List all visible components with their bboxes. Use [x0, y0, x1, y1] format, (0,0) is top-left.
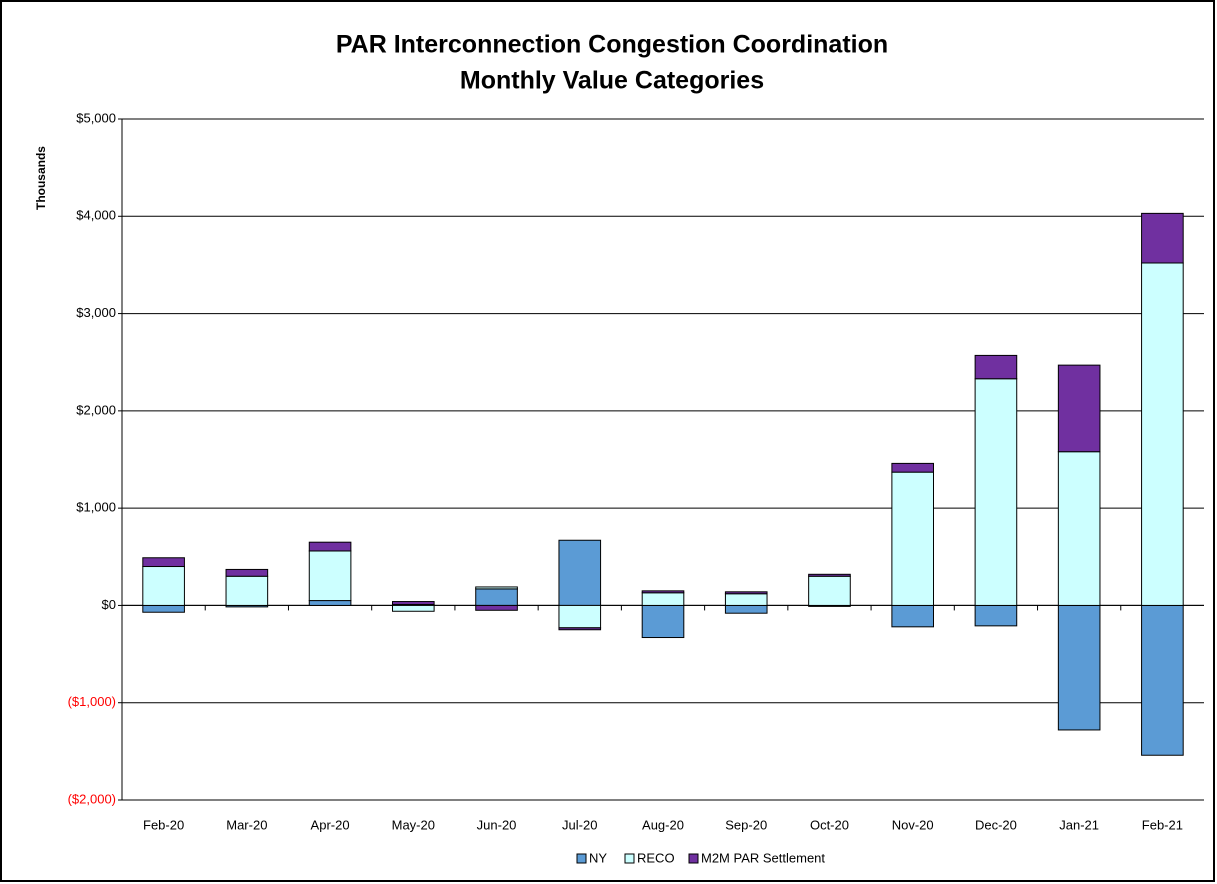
- bar: [475, 588, 518, 606]
- y-tick-label: $2,000: [76, 402, 116, 417]
- bar: [974, 378, 1018, 606]
- bar: [558, 627, 602, 631]
- y-tick-label: $4,000: [76, 208, 116, 223]
- bar: [142, 604, 185, 613]
- bar: [641, 592, 685, 606]
- bar: [142, 557, 185, 568]
- legend-swatch: [576, 853, 587, 864]
- bar: [392, 601, 435, 605]
- bar: [308, 600, 352, 606]
- bar: [808, 575, 851, 606]
- bar: [641, 604, 685, 639]
- x-tick-label: May-20: [392, 817, 435, 832]
- chart-title: PAR Interconnection Congestion Coordinat…: [336, 31, 888, 59]
- legend-label: M2M PAR Settlement: [701, 850, 825, 865]
- x-tick-label: Jul-20: [562, 817, 597, 832]
- bar: [1141, 604, 1184, 756]
- bar: [1057, 451, 1101, 606]
- bar: [641, 590, 685, 594]
- bar: [1057, 364, 1101, 453]
- bar: [558, 604, 602, 629]
- bar: [1057, 604, 1101, 731]
- y-tick-label: $5,000: [76, 110, 116, 125]
- bar: [891, 604, 935, 628]
- bar: [724, 591, 768, 595]
- y-tick-label: ($1,000): [68, 694, 116, 709]
- chart-subtitle: Monthly Value Categories: [460, 67, 764, 95]
- bar: [1141, 212, 1184, 264]
- y-tick-label: $1,000: [76, 500, 116, 515]
- bar: [225, 575, 269, 606]
- bar: [891, 462, 935, 473]
- bar: [475, 586, 518, 590]
- legend-swatch: [688, 853, 699, 864]
- bar: [974, 604, 1018, 627]
- bar: [392, 604, 435, 612]
- bar: [724, 604, 768, 614]
- x-tick-label: Sep-20: [725, 817, 767, 832]
- bar: [475, 604, 518, 611]
- bar: [308, 541, 352, 552]
- bar: [974, 354, 1018, 380]
- legend-label: NY: [589, 850, 607, 865]
- x-tick-label: Nov-20: [892, 817, 934, 832]
- x-tick-label: Jun-20: [477, 817, 517, 832]
- legend-label: RECO: [637, 850, 675, 865]
- x-tick-label: Aug-20: [642, 817, 684, 832]
- legend-swatch: [624, 853, 635, 864]
- y-tick-label: $0: [102, 597, 116, 612]
- bar: [724, 593, 768, 606]
- x-tick-label: Mar-20: [226, 817, 267, 832]
- y-tick-label: ($2,000): [68, 791, 116, 806]
- bar: [1141, 262, 1184, 606]
- bar: [891, 471, 935, 606]
- y-axis-label: Thousands: [34, 146, 48, 210]
- x-tick-label: Feb-21: [1142, 817, 1183, 832]
- x-tick-label: Oct-20: [810, 817, 849, 832]
- x-tick-label: Apr-20: [311, 817, 350, 832]
- x-tick-label: Jan-21: [1059, 817, 1099, 832]
- bar: [808, 573, 851, 577]
- bar: [142, 566, 185, 606]
- x-tick-label: Feb-20: [143, 817, 184, 832]
- bar: [558, 539, 602, 606]
- bar: [225, 568, 269, 577]
- bar: [308, 550, 352, 602]
- x-tick-label: Dec-20: [975, 817, 1017, 832]
- y-tick-label: $3,000: [76, 305, 116, 320]
